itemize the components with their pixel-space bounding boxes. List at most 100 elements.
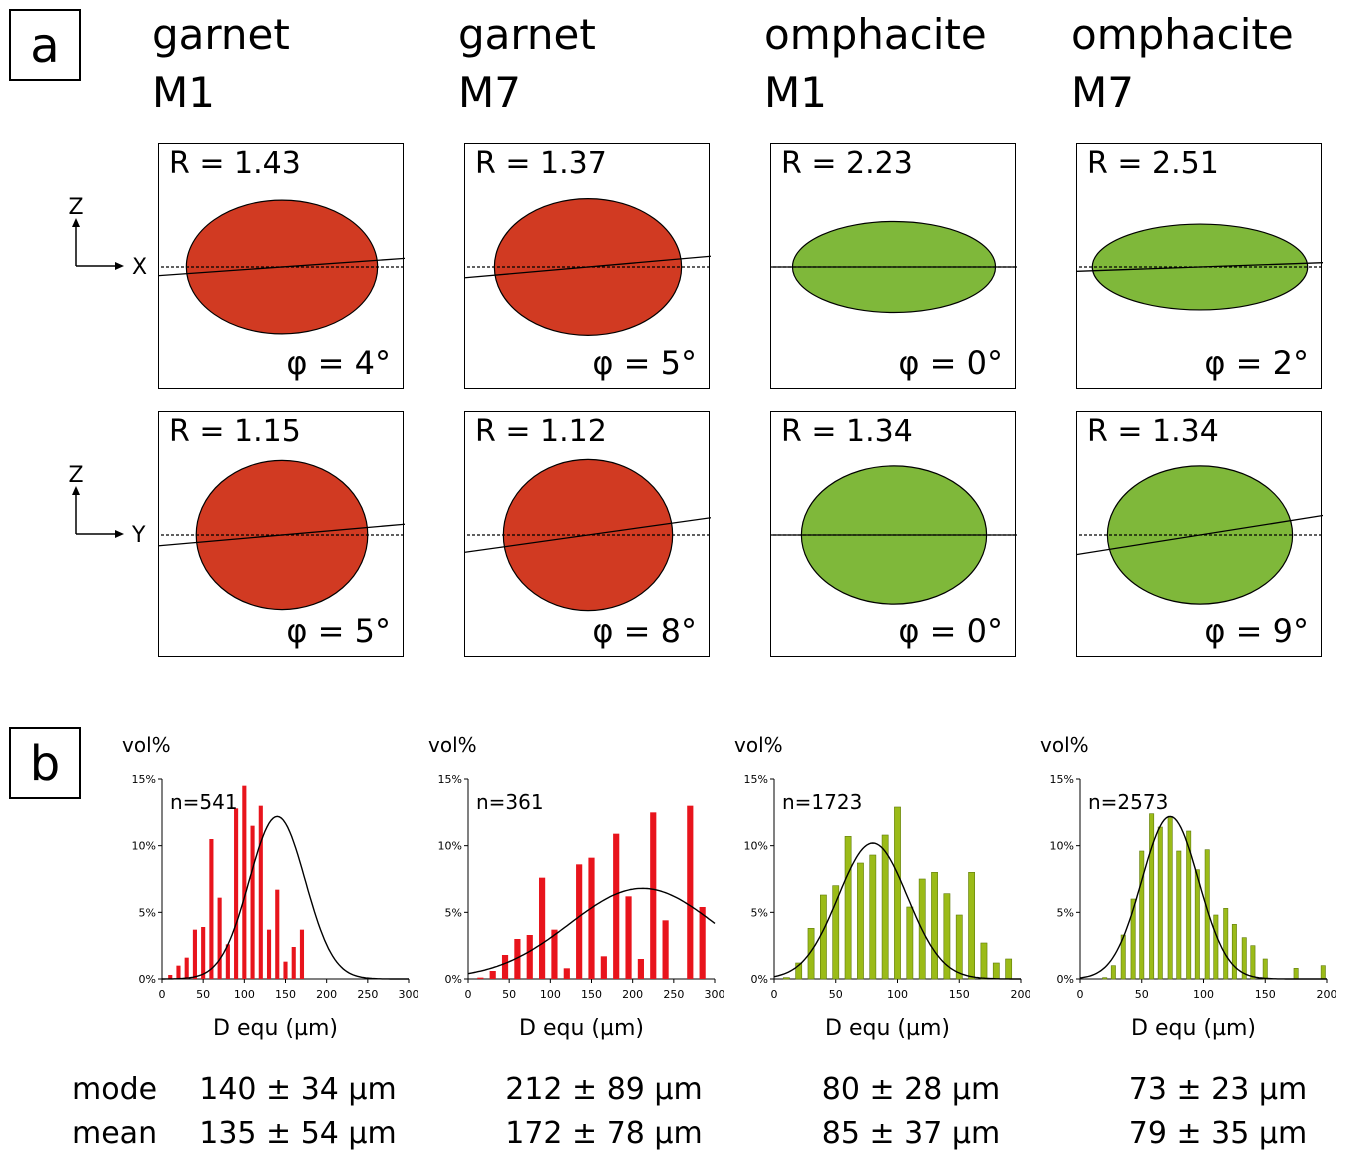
ellipse-section-box: R = 1.12 φ = 8°: [464, 411, 711, 657]
y-tick-label: 5%: [1057, 906, 1074, 919]
long-axis-line: [159, 257, 405, 277]
y-tick-label: 15%: [438, 773, 462, 786]
histogram-bar: [699, 907, 706, 979]
histogram-bar: [217, 897, 222, 979]
orientation-angle-label: φ = 8°: [592, 612, 697, 650]
y-tick-label: 5%: [445, 906, 462, 919]
x-tick-label: 150: [581, 988, 602, 1001]
histogram-bar: [1250, 945, 1256, 980]
histogram-bar: [489, 971, 496, 979]
col-title-sample: M1: [764, 68, 827, 117]
y-tick-label: 0%: [751, 973, 768, 986]
histogram-bar: [894, 806, 901, 980]
sample-count-label: n=1723: [782, 790, 862, 814]
grain-size-histogram: vol% 0% 5% 10% 15% 0 50 100 150 200 250 300 n=361 D e…: [424, 728, 726, 1052]
x-axis-label: D equ (µm): [213, 1016, 338, 1041]
panel-b-label: b: [9, 727, 81, 799]
histogram-bar: [782, 977, 790, 980]
grain-size-histogram: vol% 0% 5% 10% 15% 0 50 100 150 200 n=2573 D equ (µ…: [1036, 728, 1338, 1052]
histogram-bar: [1194, 869, 1200, 980]
grain-size-histogram: vol% 0% 5% 10% 15% 0 50 100 150 200 n=1723 D equ (µ…: [730, 728, 1032, 1052]
histogram-bar: [551, 929, 558, 979]
y-tick-label: 5%: [751, 906, 768, 919]
long-axis-line: [465, 517, 711, 553]
long-axis-line: [1077, 262, 1323, 272]
x-tick-label: 200: [316, 988, 337, 1001]
x-tick-label: 300: [705, 988, 725, 1001]
histogram-bar: [1130, 898, 1136, 980]
x-tick-label: 150: [949, 988, 970, 1001]
aspect-ratio-label: R = 1.34: [781, 414, 913, 449]
x-tick-label: 250: [663, 988, 684, 1001]
y-tick-label: 15%: [132, 773, 156, 786]
normal-fit-curve: [467, 887, 716, 975]
y-tick-label: 15%: [744, 773, 768, 786]
ellipse-section-box: R = 1.15 φ = 5°: [158, 411, 405, 657]
x-tick-label: 250: [357, 988, 378, 1001]
ellipse-section-box: R = 1.43 φ = 4°: [158, 143, 405, 389]
histogram-bar: [687, 805, 694, 979]
histogram-bar: [201, 927, 206, 979]
x-tick-label: 150: [275, 988, 296, 1001]
histogram-bar: [1320, 965, 1326, 980]
aspect-ratio-label: R = 1.34: [1087, 414, 1219, 449]
y-tick-label: 0%: [1057, 973, 1074, 986]
histogram-bar: [1241, 937, 1247, 980]
y-tick-label: 0%: [139, 973, 156, 986]
histogram-bar: [526, 935, 533, 979]
stat-mean-value: 135 ± 54 µm: [199, 1116, 397, 1151]
axis-y-label: Y: [131, 523, 146, 548]
panel-a-label: a: [9, 9, 81, 81]
y-tick-label: 10%: [132, 840, 156, 853]
axis-z-label: Z: [68, 195, 83, 220]
histogram-bar: [1293, 968, 1299, 980]
y-axis-label: vol%: [734, 733, 783, 757]
histogram-bar: [832, 885, 840, 980]
axes-zy-icon: Z Y: [62, 460, 152, 554]
y-tick-label: 10%: [438, 840, 462, 853]
histogram-bar: [1167, 817, 1173, 980]
orientation-angle-label: φ = 0°: [898, 612, 1003, 650]
normal-fit-curve: [1079, 815, 1327, 980]
col-title-mineral: omphacite: [1071, 10, 1294, 59]
y-axis-label: vol%: [428, 733, 477, 757]
x-tick-label: 0: [159, 988, 166, 1001]
histogram-bar: [266, 929, 272, 979]
grain-size-histogram: vol% 0% 5% 10% 15% 0 50 100 150 200 250 300 n=541 D e…: [118, 728, 420, 1052]
sample-count-label: n=541: [170, 790, 238, 814]
x-tick-label: 100: [887, 988, 908, 1001]
y-tick-label: 5%: [139, 906, 156, 919]
histogram-bar: [275, 889, 280, 979]
col-title-sample: M7: [1071, 68, 1134, 117]
histogram-bar: [588, 857, 595, 979]
y-tick-label: 0%: [445, 973, 462, 986]
axes-zx-icon: Z X: [62, 192, 152, 286]
histogram-bar: [844, 836, 852, 980]
histogram-bar: [283, 961, 288, 979]
stat-mode-value: 140 ± 34 µm: [199, 1072, 397, 1107]
histogram-bar: [881, 834, 889, 980]
col-title-mineral: garnet: [152, 10, 290, 59]
histogram-bar: [477, 977, 484, 979]
stat-mean-value: 85 ± 37 µm: [821, 1116, 1001, 1151]
histogram-bar: [1139, 850, 1145, 980]
y-axis-label: vol%: [1040, 733, 1089, 757]
orientation-angle-label: φ = 2°: [1204, 344, 1309, 382]
histogram-bar: [955, 914, 963, 980]
x-tick-label: 100: [234, 988, 255, 1001]
x-tick-label: 50: [1135, 988, 1149, 1001]
x-tick-label: 150: [1255, 988, 1276, 1001]
y-tick-label: 10%: [744, 840, 768, 853]
ellipse-section-box: R = 1.37 φ = 5°: [464, 143, 711, 389]
histogram-bar: [1262, 958, 1268, 980]
histogram-bar: [176, 965, 181, 979]
stat-mode-value: 73 ± 23 µm: [1128, 1072, 1308, 1107]
x-axis-label: D equ (µm): [825, 1016, 950, 1041]
orientation-angle-label: φ = 4°: [286, 344, 391, 382]
col-title-mineral: garnet: [458, 10, 596, 59]
histogram-bar: [242, 785, 247, 979]
x-tick-label: 50: [196, 988, 210, 1001]
orientation-angle-label: φ = 5°: [592, 344, 697, 382]
histogram-bar: [869, 854, 877, 980]
histogram-bar: [1149, 813, 1155, 980]
